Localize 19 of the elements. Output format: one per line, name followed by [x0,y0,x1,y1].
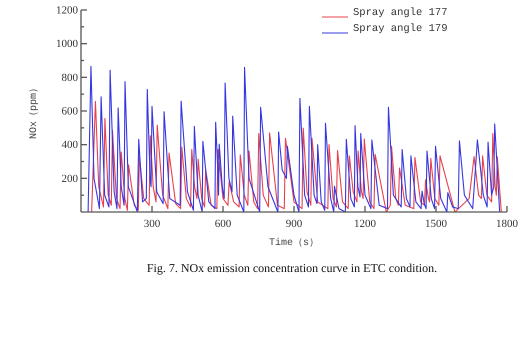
x-tick-label: 900 [286,218,303,230]
x-tick-label: 600 [214,218,232,230]
legend-label: Spray angle 179 [353,23,448,35]
x-tick-label: 1500 [425,218,448,230]
y-tick-label: 400 [62,139,78,152]
x-tick-label: 1800 [496,218,518,230]
line-series [91,101,502,213]
line-series [88,66,500,213]
y-tick-label: 600 [62,106,78,118]
x-axis-title: Time（s） [268,237,320,249]
caption: Fig. 7. NOx emission concentration curve in ETC condition. [146,261,438,275]
y-tick-label: 200 [62,172,78,185]
x-tick-label: 1200 [354,218,376,230]
legend-label: Spray angle 177 [353,7,448,19]
y-tick-label: 1200 [56,4,78,17]
y-axis-title: NOx（ppm） [29,82,40,140]
y-tick-label: 800 [62,72,78,84]
y-tick-label: 1000 [56,38,78,50]
x-tick-label: 300 [144,218,161,230]
